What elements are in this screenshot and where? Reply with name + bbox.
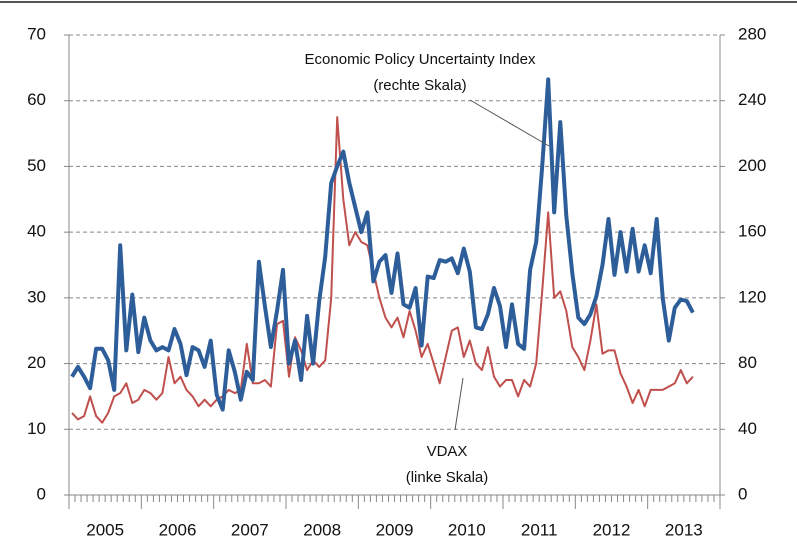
y2-tick-label: 80 — [738, 353, 757, 372]
y-tick-label: 0 — [37, 484, 46, 503]
x-tick-label: 2006 — [159, 520, 197, 539]
x-tick-label: 2009 — [376, 520, 414, 539]
y2-tick-label: 280 — [738, 24, 766, 43]
y-tick-label: 10 — [27, 419, 46, 438]
y-tick-label: 30 — [27, 287, 46, 306]
y2-tick-label: 240 — [738, 90, 766, 109]
x-tick-label: 2008 — [303, 520, 341, 539]
y2-tick-label: 0 — [738, 484, 747, 503]
y-tick-label: 70 — [27, 24, 46, 43]
x-tick-label: 2012 — [593, 520, 631, 539]
y-tick-label: 60 — [27, 90, 46, 109]
y-tick-label: 50 — [27, 156, 46, 175]
y-tick-label: 40 — [27, 222, 46, 241]
y2-tick-label: 200 — [738, 156, 766, 175]
annotation: Economic Policy Uncertainty Index — [305, 51, 536, 68]
x-tick-label: 2005 — [86, 520, 124, 539]
series-line — [70, 77, 695, 412]
y-tick-label: 20 — [27, 353, 46, 372]
annotation: VDAX — [427, 443, 468, 460]
annotation: (rechte Skala) — [373, 77, 466, 94]
annotation-leader — [454, 377, 464, 431]
series-line — [71, 116, 694, 424]
x-tick-label: 2011 — [521, 520, 558, 539]
annotation: (linke Skala) — [406, 469, 489, 486]
annotation-leader — [469, 99, 550, 147]
x-tick-label: 2007 — [231, 520, 269, 539]
y2-tick-label: 40 — [738, 419, 757, 438]
x-tick-label: 2010 — [448, 520, 486, 539]
x-tick-label: 2013 — [665, 520, 703, 539]
y2-tick-label: 120 — [738, 287, 766, 306]
y2-tick-label: 160 — [738, 222, 766, 241]
